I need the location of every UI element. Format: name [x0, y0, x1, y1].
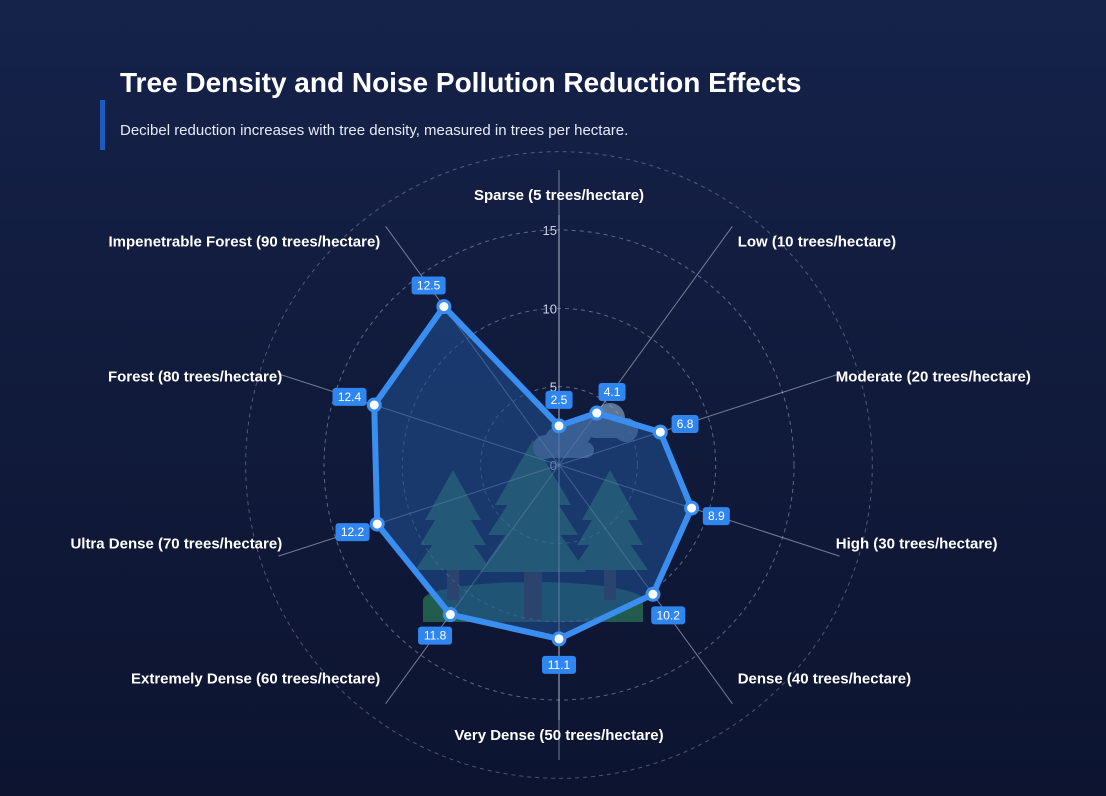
data-point[interactable]: [589, 405, 605, 421]
data-point[interactable]: [645, 586, 661, 602]
series-area: [371, 303, 695, 642]
value-label: 2.5: [551, 393, 568, 407]
category-label: Extremely Dense (60 trees/hectare): [131, 670, 380, 687]
category-label: Very Dense (50 trees/hectare): [454, 727, 663, 744]
value-badge: 4.1: [598, 382, 626, 401]
value-badge-bg: [651, 606, 686, 625]
value-label: 11.1: [548, 658, 571, 672]
category-label: Moderate (20 trees/hectare): [836, 369, 1031, 386]
data-point[interactable]: [442, 607, 458, 623]
category-label: High (30 trees/hectare): [836, 535, 998, 552]
value-badge: 11.1: [542, 655, 576, 674]
category-label: Sparse (5 trees/hectare): [474, 187, 644, 204]
value-badge-bg: [671, 415, 699, 434]
value-label: 11.8: [424, 629, 447, 643]
chart-subtitle: Decibel reduction increases with tree de…: [120, 122, 629, 139]
category-label: Forest (80 trees/hectare): [108, 369, 282, 386]
grid-ring-outer: [245, 151, 873, 779]
value-badge-bg: [542, 655, 576, 674]
chart-title: Tree Density and Noise Pollution Reducti…: [120, 67, 802, 98]
value-badge: 12.5: [411, 276, 446, 295]
value-badge: 8.9: [702, 507, 730, 526]
category-label: Ultra Dense (70 trees/hectare): [70, 535, 282, 552]
category-label: Dense (40 trees/hectare): [738, 670, 911, 687]
value-badge-bg: [702, 507, 730, 526]
category-label: Low (10 trees/hectare): [738, 234, 896, 251]
title-accent-bar: [100, 100, 105, 150]
value-badge-bg: [545, 390, 573, 409]
value-label: 12.4: [338, 390, 362, 404]
value-badge-bg: [411, 276, 446, 295]
data-point[interactable]: [652, 424, 668, 440]
category-label: Impenetrable Forest (90 trees/hectare): [109, 234, 381, 251]
value-badge: 11.8: [418, 626, 453, 645]
data-point[interactable]: [436, 299, 452, 315]
value-badge: 6.8: [671, 415, 699, 434]
value-badge: 2.5: [545, 390, 573, 409]
value-badge: 10.2: [651, 606, 686, 625]
data-point[interactable]: [684, 500, 700, 516]
data-point[interactable]: [551, 631, 567, 647]
data-point[interactable]: [551, 418, 567, 434]
r-tick-label: 10: [543, 301, 557, 316]
r-tick-label: 5: [550, 380, 557, 395]
data-point[interactable]: [369, 516, 385, 532]
value-label: 8.9: [708, 509, 725, 523]
value-label: 12.2: [341, 525, 365, 539]
value-label: 10.2: [657, 608, 681, 622]
data-point[interactable]: [366, 397, 382, 413]
value-label: 6.8: [677, 417, 694, 431]
value-badge-bg: [418, 626, 453, 645]
r-tick-label: 15: [543, 223, 557, 238]
value-label: 4.1: [604, 385, 621, 399]
value-badge: 12.2: [335, 523, 370, 542]
value-badge-bg: [332, 387, 367, 406]
value-badge-bg: [335, 523, 370, 542]
value-badge-bg: [598, 382, 626, 401]
value-label: 12.5: [417, 279, 441, 293]
value-badge: 12.4: [332, 387, 367, 406]
